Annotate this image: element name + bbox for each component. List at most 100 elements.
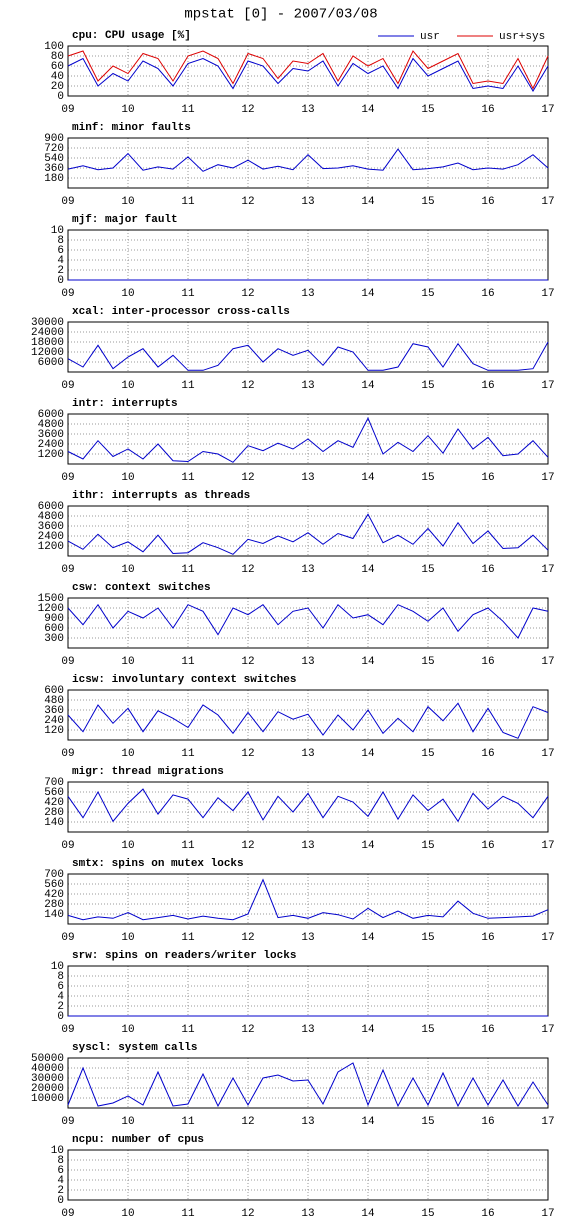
- x-tick-label: 16: [481, 1116, 494, 1128]
- x-tick-label: 10: [121, 472, 134, 484]
- y-tick-label: 6000: [38, 357, 64, 369]
- y-tick-label: 900: [44, 613, 64, 625]
- y-tick-label: 20: [51, 81, 64, 93]
- x-tick-label: 15: [421, 1208, 434, 1220]
- x-tick-label: 09: [61, 1024, 74, 1036]
- x-tick-label: 16: [481, 656, 494, 668]
- panel-title: smtx: spins on mutex locks: [72, 858, 244, 870]
- y-tick-label: 0: [57, 91, 64, 103]
- x-tick-label: 17: [541, 1116, 554, 1128]
- y-tick-label: 2: [57, 1185, 64, 1197]
- y-tick-label: 4800: [38, 511, 64, 523]
- plot-frame: [67, 873, 549, 925]
- series-line: [67, 1062, 549, 1108]
- y-tick-label: 720: [44, 143, 64, 155]
- x-tick-label: 12: [241, 932, 254, 944]
- series-line: [67, 148, 549, 172]
- x-tick-label: 16: [481, 564, 494, 576]
- y-tick-label: 3600: [38, 521, 64, 533]
- x-tick-label: 12: [241, 196, 254, 208]
- y-tick-label: 360: [44, 163, 64, 175]
- y-tick-label: 30000: [31, 317, 64, 329]
- legend-label: usr+sys: [499, 31, 545, 43]
- x-tick-label: 15: [421, 1024, 434, 1036]
- x-tick-label: 10: [121, 656, 134, 668]
- x-tick-label: 13: [301, 380, 314, 392]
- x-tick-label: 15: [421, 656, 434, 668]
- x-tick-label: 17: [541, 472, 554, 484]
- x-tick-label: 17: [541, 104, 554, 116]
- x-tick-label: 12: [241, 1024, 254, 1036]
- x-tick-label: 17: [541, 288, 554, 300]
- x-tick-label: 13: [301, 196, 314, 208]
- x-tick-label: 12: [241, 380, 254, 392]
- x-tick-label: 13: [301, 564, 314, 576]
- x-tick-label: 14: [361, 564, 375, 576]
- y-tick-label: 6000: [38, 409, 64, 421]
- x-tick-label: 11: [181, 380, 195, 392]
- y-tick-label: 12000: [31, 347, 64, 359]
- y-tick-label: 280: [44, 807, 64, 819]
- panel-title: cpu: CPU usage [%]: [72, 30, 191, 42]
- x-tick-label: 14: [361, 196, 375, 208]
- x-tick-label: 14: [361, 840, 375, 852]
- y-tick-label: 280: [44, 899, 64, 911]
- y-tick-label: 4: [57, 991, 64, 1003]
- x-tick-label: 12: [241, 1116, 254, 1128]
- y-tick-label: 40: [51, 71, 64, 83]
- x-tick-label: 15: [421, 196, 434, 208]
- y-tick-label: 1500: [38, 593, 64, 605]
- x-tick-label: 14: [361, 1116, 375, 1128]
- y-tick-label: 600: [44, 685, 64, 697]
- y-tick-label: 8: [57, 235, 64, 247]
- x-tick-label: 10: [121, 840, 134, 852]
- page-title: mpstat [0] - 2007/03/08: [184, 7, 377, 23]
- x-tick-label: 17: [541, 840, 554, 852]
- x-tick-label: 14: [361, 1024, 375, 1036]
- x-tick-label: 14: [361, 288, 375, 300]
- x-tick-label: 10: [121, 288, 134, 300]
- y-tick-label: 24000: [31, 327, 64, 339]
- x-tick-label: 15: [421, 932, 434, 944]
- series-line: [67, 417, 549, 463]
- x-tick-label: 10: [121, 104, 134, 116]
- y-tick-label: 420: [44, 889, 64, 901]
- panel-title: ithr: interrupts as threads: [72, 490, 250, 502]
- x-tick-label: 14: [361, 932, 375, 944]
- series-line: [67, 57, 549, 92]
- y-tick-label: 6: [57, 1165, 64, 1177]
- x-tick-label: 10: [121, 1024, 134, 1036]
- x-tick-label: 09: [61, 1116, 74, 1128]
- x-tick-label: 09: [61, 932, 74, 944]
- x-tick-label: 15: [421, 1116, 434, 1128]
- x-tick-label: 10: [121, 564, 134, 576]
- y-tick-label: 6000: [38, 501, 64, 513]
- y-tick-label: 4: [57, 1175, 64, 1187]
- x-tick-label: 11: [181, 288, 195, 300]
- x-tick-label: 15: [421, 104, 434, 116]
- x-tick-label: 13: [301, 288, 314, 300]
- y-tick-label: 10: [51, 225, 64, 237]
- y-tick-label: 540: [44, 153, 64, 165]
- y-tick-label: 10000: [31, 1093, 64, 1105]
- y-tick-label: 10: [51, 961, 64, 973]
- panel-title: intr: interrupts: [72, 398, 178, 410]
- y-tick-label: 20000: [31, 1083, 64, 1095]
- y-tick-label: 2400: [38, 439, 64, 451]
- plot-frame: [67, 781, 549, 833]
- y-tick-label: 2: [57, 1001, 64, 1013]
- y-tick-label: 700: [44, 869, 64, 881]
- x-tick-label: 12: [241, 288, 254, 300]
- x-tick-label: 10: [121, 196, 134, 208]
- x-tick-label: 09: [61, 656, 74, 668]
- panel-title: srw: spins on readers/writer locks: [72, 950, 296, 962]
- x-tick-label: 14: [361, 656, 375, 668]
- panel-title: minf: minor faults: [72, 122, 191, 134]
- x-tick-label: 17: [541, 656, 554, 668]
- x-tick-label: 13: [301, 932, 314, 944]
- x-tick-label: 12: [241, 656, 254, 668]
- x-tick-label: 14: [361, 1208, 375, 1220]
- y-tick-label: 1200: [38, 603, 64, 615]
- x-tick-label: 16: [481, 104, 494, 116]
- y-tick-label: 480: [44, 695, 64, 707]
